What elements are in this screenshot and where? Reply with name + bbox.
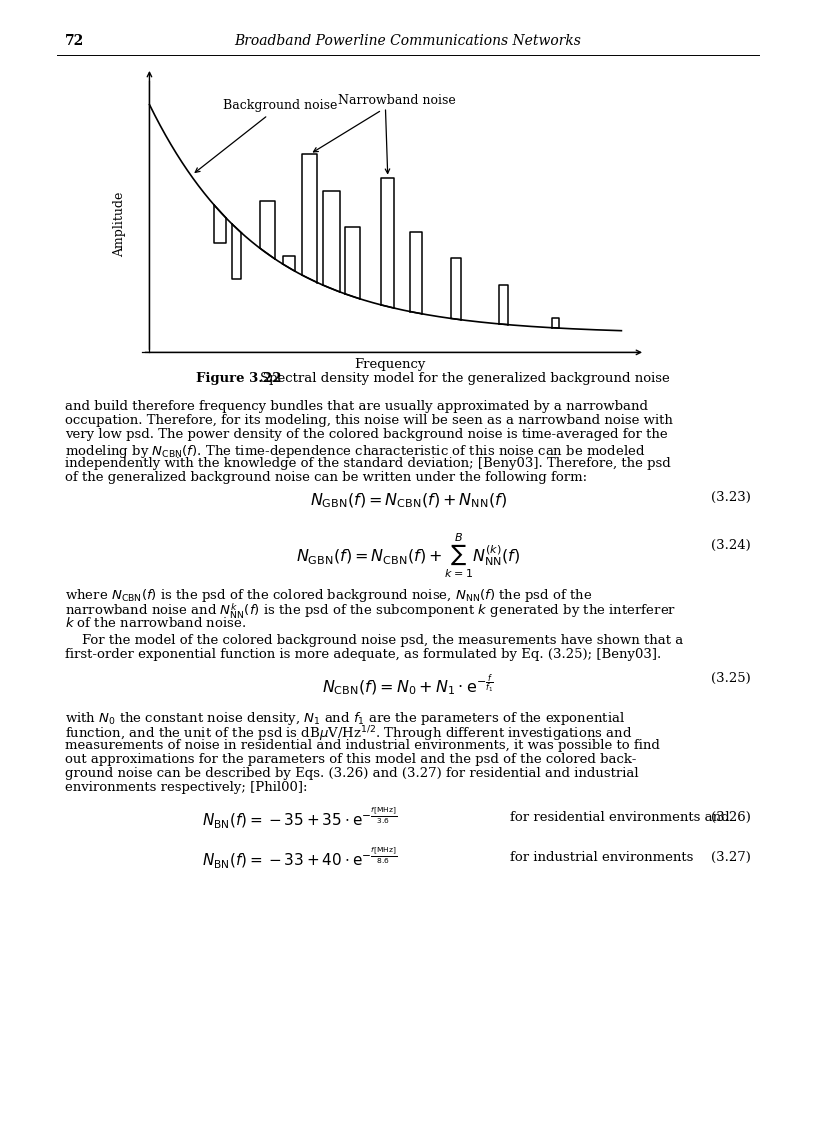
Text: 72: 72	[65, 34, 84, 48]
Text: $N_{\mathrm{BN}}(f) = -33 + 40 \cdot \mathrm{e}^{-\frac{f[\mathrm{MHz}]}{8.6}}$: $N_{\mathrm{BN}}(f) = -33 + 40 \cdot \ma…	[202, 846, 397, 870]
Text: Broadband Powerline Communications Networks: Broadband Powerline Communications Netwo…	[234, 34, 582, 48]
Text: Spectral density model for the generalized background noise: Spectral density model for the generaliz…	[260, 372, 670, 385]
Text: $N_{\mathrm{CBN}}(f) = N_0 + N_1 \cdot \mathrm{e}^{-\frac{f}{f_1}}$: $N_{\mathrm{CBN}}(f) = N_0 + N_1 \cdot \…	[322, 673, 494, 697]
Text: Background noise: Background noise	[195, 99, 337, 173]
Text: of the generalized background noise can be written under the following form:: of the generalized background noise can …	[65, 471, 588, 484]
Text: for residential environments and: for residential environments and	[510, 812, 730, 824]
Text: measurements of noise in residential and industrial environments, it was possibl: measurements of noise in residential and…	[65, 739, 660, 751]
Text: occupation. Therefore, for its modeling, this noise will be seen as a narrowband: occupation. Therefore, for its modeling,…	[65, 414, 673, 427]
Text: Figure 3.22: Figure 3.22	[196, 372, 282, 385]
Text: for industrial environments: for industrial environments	[510, 851, 694, 865]
Text: For the model of the colored background noise psd, the measurements have shown t: For the model of the colored background …	[65, 633, 683, 647]
Text: $k$ of the narrowband noise.: $k$ of the narrowband noise.	[65, 615, 246, 630]
Text: narrowband noise and $N^{k}_{\mathrm{NN}}(f)$ is the psd of the subcomponent $k$: narrowband noise and $N^{k}_{\mathrm{NN}…	[65, 602, 676, 621]
Text: (3.27): (3.27)	[711, 851, 751, 865]
Text: ground noise can be described by Eqs. (3.26) and (3.27) for residential and indu: ground noise can be described by Eqs. (3…	[65, 767, 639, 780]
Text: (3.25): (3.25)	[712, 673, 751, 685]
Text: function, and the unit of the psd is dB$\mu$V/Hz$^{1/2}$. Through different inve: function, and the unit of the psd is dB$…	[65, 724, 632, 745]
Text: environments respectively; [Phil00]:: environments respectively; [Phil00]:	[65, 782, 308, 794]
Text: (3.26): (3.26)	[711, 812, 751, 824]
Text: first-order exponential function is more adequate, as formulated by Eq. (3.25); : first-order exponential function is more…	[65, 648, 661, 661]
Text: with $N_0$ the constant noise density, $N_1$ and $f_1$ are the parameters of the: with $N_0$ the constant noise density, $…	[65, 710, 625, 728]
Text: Frequency: Frequency	[354, 358, 426, 371]
Text: $N_{\mathrm{GBN}}(f) = N_{\mathrm{CBN}}(f) + \sum_{k=1}^{B} N_{\mathrm{NN}}^{(k): $N_{\mathrm{GBN}}(f) = N_{\mathrm{CBN}}(…	[296, 531, 520, 579]
Text: out approximations for the parameters of this model and the psd of the colored b: out approximations for the parameters of…	[65, 752, 636, 766]
Text: (3.24): (3.24)	[712, 539, 751, 553]
Text: (3.23): (3.23)	[711, 491, 751, 504]
Text: modeling by $N_{\mathrm{CBN}}(f)$. The time-dependence characteristic of this no: modeling by $N_{\mathrm{CBN}}(f)$. The t…	[65, 442, 645, 459]
Text: independently with the knowledge of the standard deviation; [Beny03]. Therefore,: independently with the knowledge of the …	[65, 457, 671, 469]
Text: Narrowband noise: Narrowband noise	[313, 94, 456, 152]
Text: and build therefore frequency bundles that are usually approximated by a narrowb: and build therefore frequency bundles th…	[65, 400, 648, 413]
Text: $N_{\mathrm{BN}}(f) = -35 + 35 \cdot \mathrm{e}^{-\frac{f[\mathrm{MHz}]}{3.6}}$: $N_{\mathrm{BN}}(f) = -35 + 35 \cdot \ma…	[202, 805, 397, 830]
Text: very low psd. The power density of the colored background noise is time-averaged: very low psd. The power density of the c…	[65, 428, 667, 441]
Text: where $N_{\mathrm{CBN}}(f)$ is the psd of the colored background noise, $N_{\mat: where $N_{\mathrm{CBN}}(f)$ is the psd o…	[65, 587, 592, 604]
Text: Amplitude: Amplitude	[113, 192, 126, 257]
Text: $N_{\mathrm{GBN}}(f) = N_{\mathrm{CBN}}(f) + N_{\mathrm{NN}}(f)$: $N_{\mathrm{GBN}}(f) = N_{\mathrm{CBN}}(…	[309, 491, 507, 510]
